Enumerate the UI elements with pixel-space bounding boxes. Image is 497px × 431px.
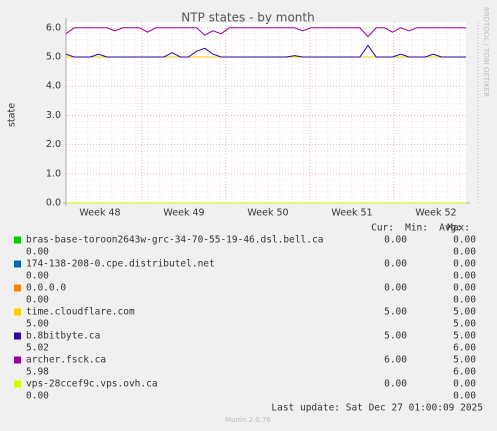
x-tick-label: Week 49 [163,208,204,219]
stat-avg: 0.00 [26,295,49,306]
stat-min: 5.00 [453,331,476,342]
stat-cur: 6.00 [384,355,407,366]
x-tick-label: Week 51 [331,208,372,219]
y-tick-label: 4.0 [46,81,61,92]
stat-cur: 0.00 [384,283,407,294]
y-tick-label: 0.0 [46,198,61,209]
y-tick-label: 2.0 [46,139,61,150]
stat-cur: 5.00 [384,307,407,318]
y-tick-label: 3.0 [46,110,61,121]
legend-header: Avg: [439,223,462,234]
legend-name: b.8bitbyte.ca [26,331,100,342]
stat-min: 5.00 [453,355,476,366]
legend-swatch [14,332,21,340]
legend-swatch [14,236,21,244]
legend-name: bras-base-toroon2643w-grc-34-70-55-19-46… [26,235,323,246]
series-line [65,27,466,38]
x-tick-label: Week 50 [247,208,288,219]
legend-name: archer.fsck.ca [26,355,106,366]
stat-avg: 0.00 [26,247,49,258]
legend-header: Max: [447,223,470,234]
stat-cur: 0.00 [384,235,407,246]
stat-max: 0.00 [453,391,476,402]
x-tick-label: Week 48 [79,208,120,219]
stat-min: 0.00 [453,283,476,294]
stat-avg: 5.02 [26,343,49,354]
plot-area [66,22,466,203]
y-axis-label: state [7,103,18,127]
stat-max: 0.00 [453,247,476,258]
legend-swatch [14,308,21,316]
stat-max: 0.00 [453,295,476,306]
stat-min: 0.00 [453,259,476,270]
stat-cur: 0.00 [384,259,407,270]
legend-header: Min: [405,223,428,234]
legend-swatch [14,380,21,388]
last-update: Last update: Sat Dec 27 01:00:09 2025 [271,403,483,414]
y-tick-label: 5.0 [46,52,61,63]
y-tick-label: 6.0 [46,22,61,33]
legend-name: 0.0.0.0 [26,283,66,294]
legend-swatch [14,284,21,292]
legend-swatch [14,356,21,364]
stat-min: 0.00 [453,379,476,390]
legend-name: vps-28ccef9c.vps.ovh.ca [26,379,158,390]
stat-min: 0.00 [453,235,476,246]
legend-name: 174-138-208-0.cpe.distributel.net [26,259,215,270]
stat-avg: 5.00 [26,319,49,330]
stat-avg: 5.98 [26,367,49,378]
chart-title: NTP states - by month [181,11,314,25]
stat-max: 6.00 [453,367,476,378]
legend-name: time.cloudflare.com [26,307,135,318]
side-label: RRDTOOL / TOBI OETIKER [482,7,490,97]
series-line [65,44,466,58]
footer: Munin 2.0.76 [225,416,271,424]
stat-min: 5.00 [453,307,476,318]
legend-swatch [14,260,21,268]
stat-max: 6.00 [453,343,476,354]
stat-max: 0.00 [453,271,476,282]
stat-avg: 0.00 [26,271,49,282]
stat-cur: 0.00 [384,379,407,390]
stat-avg: 0.00 [26,391,49,402]
x-tick-label: Week 52 [415,208,456,219]
y-tick-label: 1.0 [46,168,61,179]
stat-cur: 5.00 [384,331,407,342]
stat-max: 5.00 [453,319,476,330]
legend-header: Cur: [371,223,394,234]
